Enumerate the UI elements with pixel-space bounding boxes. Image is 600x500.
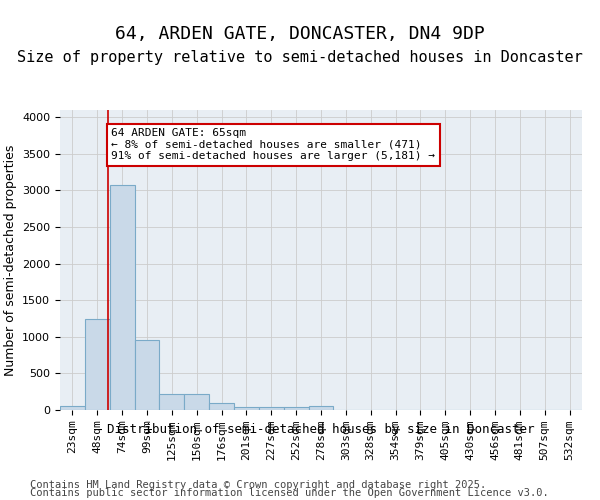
Bar bbox=[85, 318, 110, 410]
Bar bbox=[308, 406, 334, 410]
Text: Distribution of semi-detached houses by size in Doncaster: Distribution of semi-detached houses by … bbox=[107, 422, 535, 436]
Bar bbox=[259, 407, 284, 410]
Bar bbox=[184, 394, 209, 410]
Y-axis label: Number of semi-detached properties: Number of semi-detached properties bbox=[4, 144, 17, 376]
Text: Size of property relative to semi-detached houses in Doncaster: Size of property relative to semi-detach… bbox=[17, 50, 583, 65]
Bar bbox=[110, 184, 134, 410]
Text: 64, ARDEN GATE, DONCASTER, DN4 9DP: 64, ARDEN GATE, DONCASTER, DN4 9DP bbox=[115, 25, 485, 43]
Bar bbox=[234, 407, 259, 410]
Text: Contains public sector information licensed under the Open Government Licence v3: Contains public sector information licen… bbox=[30, 488, 549, 498]
Bar bbox=[160, 394, 184, 410]
Bar bbox=[60, 406, 85, 410]
Bar bbox=[134, 340, 160, 410]
Text: 64 ARDEN GATE: 65sqm
← 8% of semi-detached houses are smaller (471)
91% of semi-: 64 ARDEN GATE: 65sqm ← 8% of semi-detach… bbox=[112, 128, 436, 162]
Text: Contains HM Land Registry data © Crown copyright and database right 2025.: Contains HM Land Registry data © Crown c… bbox=[30, 480, 486, 490]
Bar bbox=[284, 407, 308, 410]
Bar bbox=[209, 404, 234, 410]
